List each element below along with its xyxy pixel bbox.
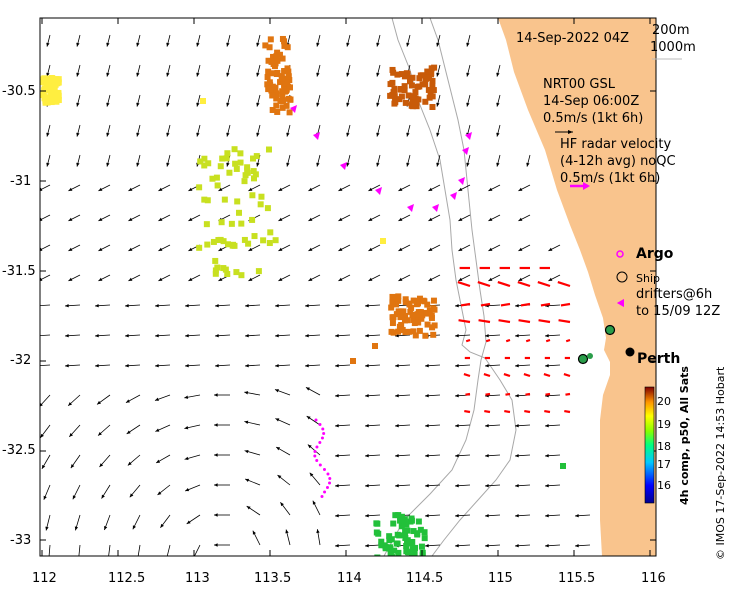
ship-marker: [604, 324, 616, 336]
model-time: 14-Sep 06:00Z: [543, 94, 640, 109]
drifters-legend-span: to 15/09 12Z: [636, 304, 721, 319]
contour-label-1000m: 1000m: [650, 40, 696, 55]
colorbar: [644, 386, 655, 504]
x-tick-label: 113: [185, 571, 210, 586]
y-tick-label: -31: [10, 174, 32, 189]
colorbar-tick: 19: [657, 418, 671, 431]
y-tick-label: -31.5: [2, 264, 36, 279]
city-label-perth: Perth: [637, 351, 681, 367]
hf-scale: 0.5m/s (1kt 6h): [560, 171, 661, 186]
sst-patches: [40, 35, 566, 556]
contour-1000m: [383, 18, 487, 556]
x-tick-label: 116: [641, 571, 666, 586]
colorbar-tick: 20: [657, 395, 671, 408]
perth-marker: [625, 347, 635, 357]
drifters-legend-label: drifters@6h: [636, 287, 713, 302]
colorbar-title: 4h comp, p50, All Sats: [678, 366, 691, 505]
drifter-tracks: [290, 105, 624, 498]
y-tick-label: -30.5: [2, 84, 36, 99]
plot-frame: [39, 17, 657, 557]
x-tick-label: 113.5: [254, 571, 292, 586]
contour-200m: [391, 18, 517, 556]
x-tick-label: 114: [337, 571, 362, 586]
colorbar-tick: 18: [657, 440, 671, 453]
y-tick-label: -32: [10, 353, 32, 368]
x-tick-label: 114.5: [406, 571, 444, 586]
colorbar-tick: 17: [657, 458, 671, 471]
argo-legend-label: Argo: [636, 246, 674, 262]
x-tick-label: 115.5: [558, 571, 596, 586]
colorbar-tick: 16: [657, 479, 671, 492]
argo-legend-symbol: [616, 250, 624, 258]
ship-legend-symbol: [616, 271, 628, 283]
drifter-marker: [587, 353, 593, 359]
y-tick-label: -33: [10, 533, 32, 548]
ship-marker: [577, 353, 589, 365]
ship-legend-label: Ship: [636, 272, 660, 285]
hf-label-avg: (4-12h avg) noQC: [560, 154, 676, 169]
hf-label: HF radar velocity: [560, 137, 672, 152]
map-timestamp: 14-Sep-2022 04Z: [516, 31, 630, 46]
model-scale: 0.5m/s (1kt 6h): [543, 111, 644, 126]
model-label: NRT00 GSL: [543, 77, 615, 92]
contour-label-200m: 200m: [652, 23, 690, 38]
land-mass: [498, 18, 656, 556]
hf-radar-vectors: [457, 266, 571, 414]
x-tick-label: 112: [32, 571, 57, 586]
drifter-legend-symbol: [617, 299, 624, 307]
y-tick-label: -32.5: [2, 443, 36, 458]
axis-ticks: [40, 18, 656, 556]
x-tick-label: 112.5: [108, 571, 146, 586]
x-tick-label: 115: [488, 571, 513, 586]
credit-text: © IMOS 17-Sep-2022 14:53 Hobart: [714, 366, 727, 560]
